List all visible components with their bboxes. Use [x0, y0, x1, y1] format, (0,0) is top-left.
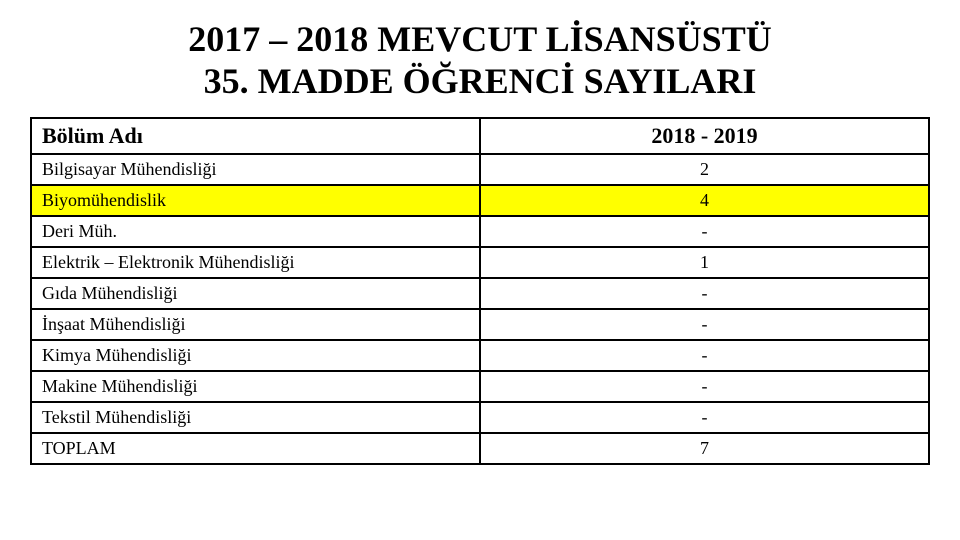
value-cell: 4	[480, 185, 929, 216]
dept-cell: Kimya Mühendisliği	[31, 340, 480, 371]
table-row: İnşaat Mühendisliği-	[31, 309, 929, 340]
value-cell: -	[480, 278, 929, 309]
dept-cell: Deri Müh.	[31, 216, 480, 247]
dept-cell: Elektrik – Elektronik Mühendisliği	[31, 247, 480, 278]
table-header-row: Bölüm Adı 2018 - 2019	[31, 118, 929, 154]
value-cell: -	[480, 340, 929, 371]
table-row: Biyomühendislik4	[31, 185, 929, 216]
value-cell: -	[480, 216, 929, 247]
dept-cell: Gıda Mühendisliği	[31, 278, 480, 309]
table-row: Deri Müh.-	[31, 216, 929, 247]
table-body: Bilgisayar Mühendisliği2Biyomühendislik4…	[31, 154, 929, 464]
student-counts-table: Bölüm Adı 2018 - 2019 Bilgisayar Mühendi…	[30, 117, 930, 465]
table-row: Gıda Mühendisliği-	[31, 278, 929, 309]
dept-cell: Tekstil Mühendisliği	[31, 402, 480, 433]
title-line-2: 35. MADDE ÖĞRENCİ SAYILARI	[30, 60, 930, 102]
table-row: Kimya Mühendisliği-	[31, 340, 929, 371]
value-cell: -	[480, 402, 929, 433]
table-row: Tekstil Mühendisliği-	[31, 402, 929, 433]
table-row: Bilgisayar Mühendisliği2	[31, 154, 929, 185]
value-cell: -	[480, 309, 929, 340]
value-cell: 7	[480, 433, 929, 464]
table-row: Makine Mühendisliği-	[31, 371, 929, 402]
table-row: TOPLAM7	[31, 433, 929, 464]
value-cell: 2	[480, 154, 929, 185]
title-line-1: 2017 – 2018 MEVCUT LİSANSÜSTÜ	[30, 18, 930, 60]
dept-cell: Biyomühendislik	[31, 185, 480, 216]
slide-title: 2017 – 2018 MEVCUT LİSANSÜSTÜ 35. MADDE …	[30, 18, 930, 103]
slide-page: 2017 – 2018 MEVCUT LİSANSÜSTÜ 35. MADDE …	[0, 0, 960, 540]
header-dept: Bölüm Adı	[31, 118, 480, 154]
value-cell: 1	[480, 247, 929, 278]
dept-cell: TOPLAM	[31, 433, 480, 464]
table-row: Elektrik – Elektronik Mühendisliği1	[31, 247, 929, 278]
dept-cell: İnşaat Mühendisliği	[31, 309, 480, 340]
header-year: 2018 - 2019	[480, 118, 929, 154]
value-cell: -	[480, 371, 929, 402]
dept-cell: Makine Mühendisliği	[31, 371, 480, 402]
dept-cell: Bilgisayar Mühendisliği	[31, 154, 480, 185]
